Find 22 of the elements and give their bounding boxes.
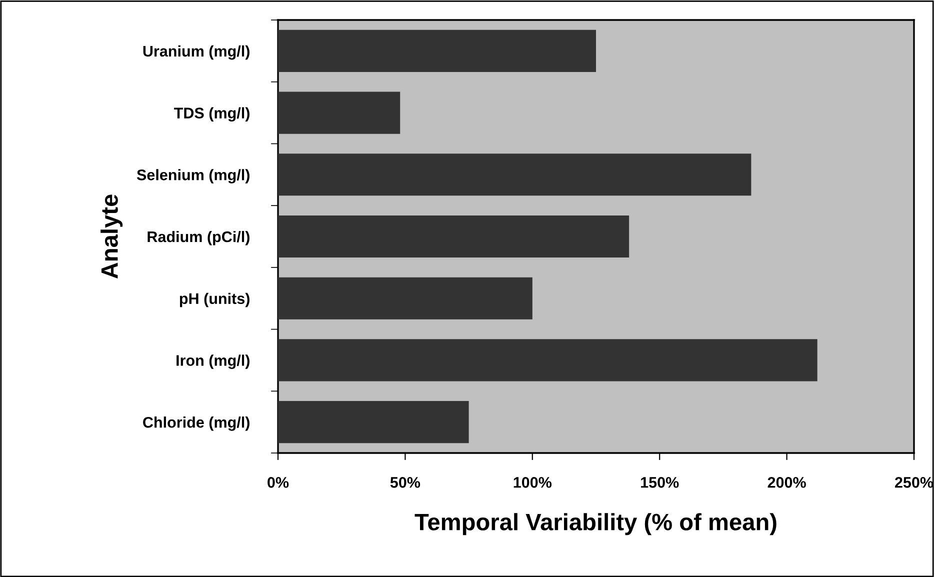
x-tick-label: 200% — [768, 477, 806, 488]
bar — [278, 30, 596, 72]
x-axis-title: Temporal Variability (% of mean) — [414, 513, 776, 536]
bar — [278, 277, 532, 320]
x-tick-label: 0% — [268, 477, 289, 488]
y-axis-title: Analyte — [100, 194, 123, 279]
x-tick-label: 250% — [894, 477, 934, 488]
bar — [278, 215, 630, 258]
x-tick-label: 100% — [514, 477, 552, 488]
y-tick-label: TDS (mg/l) — [174, 107, 250, 122]
bar — [278, 339, 818, 382]
bar — [278, 401, 469, 444]
y-tick-label: Uranium (mg/l) — [143, 45, 250, 60]
y-tick-label: Chloride (mg/l) — [143, 416, 250, 431]
y-tick-label: Iron (mg/l) — [176, 354, 250, 369]
x-tick-label: 50% — [390, 477, 420, 488]
x-tick-label: 150% — [641, 477, 679, 488]
y-tick-label: Selenium (mg/l) — [136, 169, 250, 184]
bar — [278, 92, 400, 134]
bar — [278, 154, 752, 196]
y-tick-label: Radium (pCi/l) — [148, 230, 250, 246]
y-tick-label: pH (units) — [180, 292, 250, 308]
